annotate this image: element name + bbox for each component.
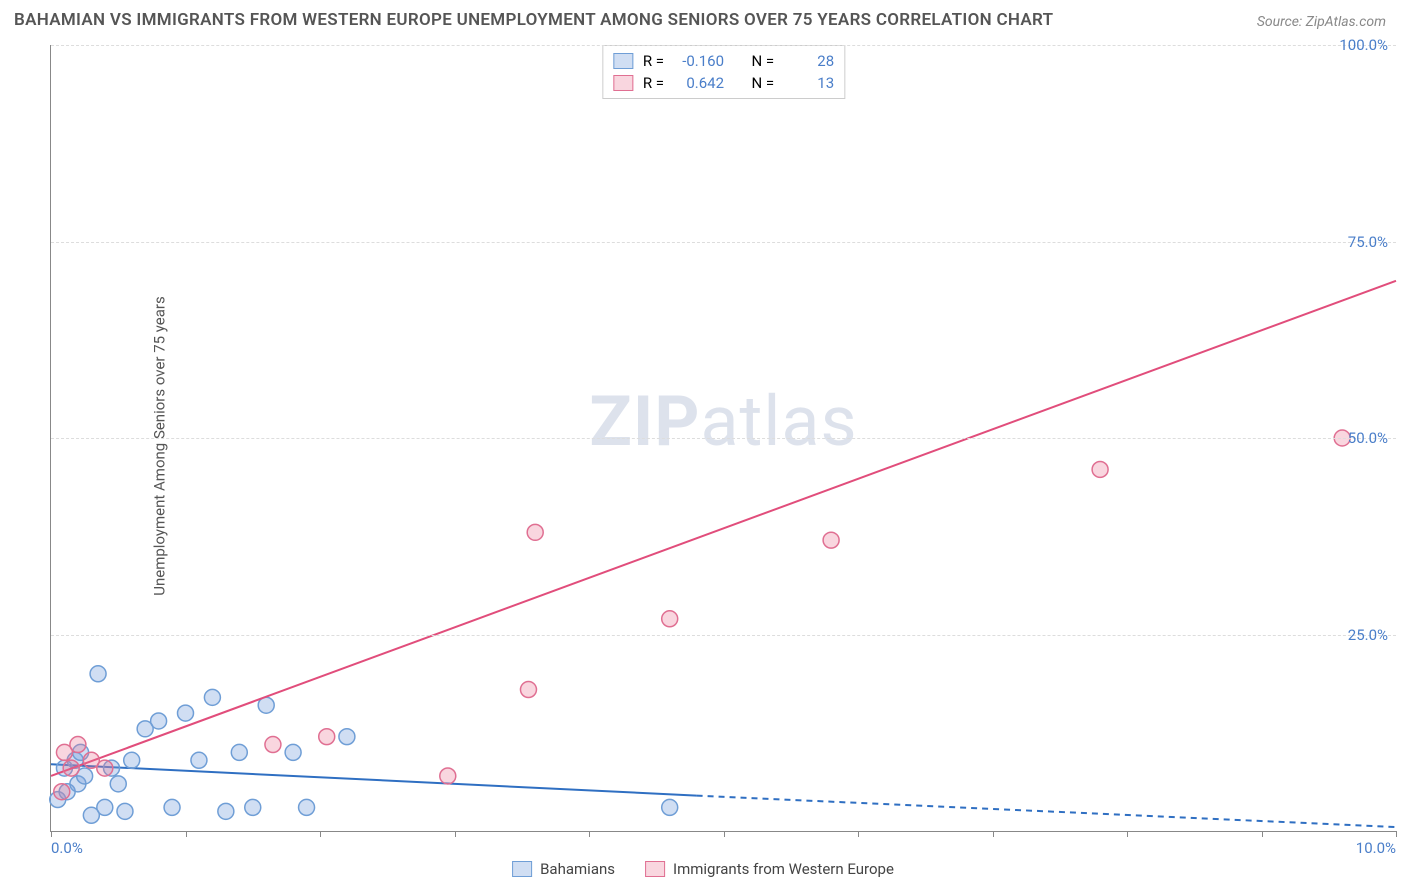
y-tick-label: 25.0% — [1348, 626, 1388, 644]
y-tick-label: 100.0% — [1339, 36, 1388, 54]
x-tick — [320, 831, 321, 837]
data-point — [63, 760, 79, 776]
legend-item-immigrants: Immigrants from Western Europe — [645, 860, 894, 878]
swatch-bahamians-icon — [512, 861, 532, 877]
gridline-horizontal — [51, 45, 1396, 46]
x-tick — [1127, 831, 1128, 837]
trendline-dashed-0 — [697, 796, 1396, 827]
data-point — [178, 705, 194, 721]
x-tick — [589, 831, 590, 837]
data-point — [117, 803, 133, 819]
legend-item-bahamians: Bahamians — [512, 860, 615, 878]
x-tick — [724, 831, 725, 837]
legend-label-immigrants: Immigrants from Western Europe — [673, 860, 894, 878]
data-point — [97, 799, 113, 815]
data-point — [70, 737, 86, 753]
x-tick — [51, 831, 52, 837]
data-point — [1092, 461, 1108, 477]
data-point — [520, 682, 536, 698]
trendline-1 — [51, 281, 1396, 776]
x-tick — [858, 831, 859, 837]
data-point — [527, 524, 543, 540]
x-tick-label: 0.0% — [51, 839, 83, 857]
data-point — [97, 760, 113, 776]
data-point — [110, 776, 126, 792]
x-tick — [1262, 831, 1263, 837]
swatch-immigrants-icon — [645, 861, 665, 877]
data-point — [339, 729, 355, 745]
x-tick — [186, 831, 187, 837]
gridline-horizontal — [51, 635, 1396, 636]
data-point — [191, 752, 207, 768]
data-point — [823, 532, 839, 548]
chart-title: BAHAMIAN VS IMMIGRANTS FROM WESTERN EURO… — [14, 10, 1053, 30]
y-tick-label: 75.0% — [1348, 233, 1388, 251]
gridline-horizontal — [51, 438, 1396, 439]
x-tick — [993, 831, 994, 837]
data-point — [54, 784, 70, 800]
trendline-0 — [51, 764, 697, 795]
data-point — [440, 768, 456, 784]
data-point — [124, 752, 140, 768]
x-tick — [455, 831, 456, 837]
y-tick-label: 50.0% — [1348, 429, 1388, 447]
data-point — [151, 713, 167, 729]
data-point — [662, 799, 678, 815]
data-point — [285, 744, 301, 760]
data-point — [265, 737, 281, 753]
data-point — [662, 611, 678, 627]
legend-label-bahamians: Bahamians — [540, 860, 615, 878]
data-point — [299, 799, 315, 815]
plot-area: ZIPatlas R = -0.160 N = 28 R = 0.642 N =… — [50, 45, 1396, 832]
data-point — [245, 799, 261, 815]
data-point — [218, 803, 234, 819]
data-point — [90, 666, 106, 682]
gridline-horizontal — [51, 242, 1396, 243]
data-point — [231, 744, 247, 760]
source-attribution: Source: ZipAtlas.com — [1257, 14, 1386, 30]
x-tick — [1396, 831, 1397, 837]
data-point — [164, 799, 180, 815]
data-point — [204, 689, 220, 705]
x-tick-label: 10.0% — [1356, 839, 1396, 857]
data-point — [319, 729, 335, 745]
series-legend: Bahamians Immigrants from Western Europe — [512, 860, 894, 878]
